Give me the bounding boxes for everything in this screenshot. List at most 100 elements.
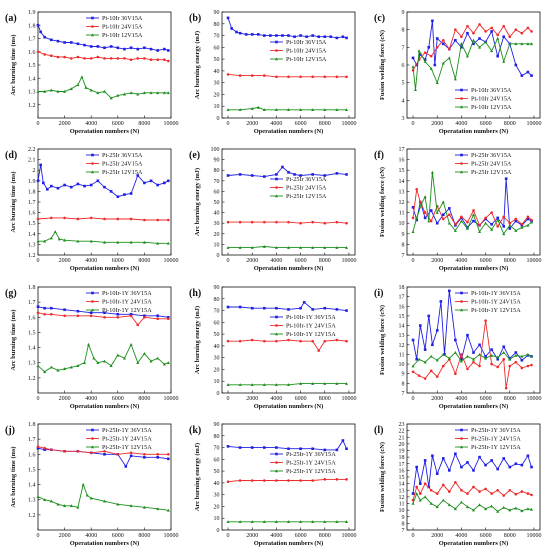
x-axis-label: Operatation numbers (N) — [439, 403, 509, 410]
data-point — [448, 207, 451, 210]
data-point — [427, 314, 431, 318]
x-tick-label: 10000 — [164, 533, 179, 539]
data-point — [460, 35, 463, 39]
data-point — [530, 74, 533, 77]
data-point — [448, 469, 451, 472]
data-point — [335, 108, 339, 112]
data-point — [250, 479, 254, 482]
data-point — [287, 447, 290, 451]
data-point — [415, 216, 419, 220]
data-point — [92, 356, 96, 360]
data-point — [311, 173, 314, 176]
legend-swatch-marker — [91, 437, 94, 440]
data-point — [238, 173, 242, 176]
data-point — [299, 75, 302, 79]
x-tick-label: 10000 — [526, 258, 541, 264]
data-point — [419, 53, 422, 56]
data-point — [123, 193, 126, 196]
y-tick-label: 1.5 — [28, 467, 36, 473]
data-point — [142, 240, 146, 244]
data-point — [484, 30, 487, 33]
data-point — [411, 206, 415, 209]
data-point — [490, 348, 493, 351]
y-tick-label: 17 — [399, 295, 405, 301]
data-point — [129, 451, 133, 455]
data-point — [238, 383, 242, 387]
data-point — [238, 245, 242, 249]
data-point — [311, 381, 315, 385]
legend-swatch-marker — [275, 57, 278, 61]
data-point — [453, 77, 457, 81]
chart-panel: 0 2000 4000 6000 8000 10000 1.2 1.3 1.4 1.5 1.6 1.7… — [5, 10, 179, 135]
y-tick-label: 80 — [214, 434, 220, 440]
data-point — [431, 343, 434, 347]
data-point — [335, 75, 339, 79]
x-tick-label: 2000 — [246, 258, 258, 264]
data-point — [335, 520, 339, 524]
data-point — [63, 314, 66, 318]
legend-label: Pt-10Ir 36V15A — [471, 87, 512, 94]
y-tick-label: 1.8 — [28, 422, 36, 428]
data-point — [263, 74, 266, 77]
x-tick-label: 8000 — [504, 533, 516, 539]
data-point — [429, 369, 433, 373]
data-point — [526, 42, 530, 46]
legend-label: Pt-25Ir 12V15A — [102, 169, 143, 176]
data-point — [287, 383, 290, 387]
data-point — [478, 503, 482, 507]
legend-swatch-marker — [91, 33, 94, 37]
x-tick-label: 4000 — [455, 533, 467, 539]
legend-swatch-marker — [460, 291, 463, 295]
legend-entry: Pt-10Ir-1Y 36V15A — [86, 290, 152, 297]
data-point — [520, 509, 524, 513]
data-point — [423, 58, 427, 61]
data-point — [89, 239, 93, 243]
data-point — [85, 493, 89, 497]
y-tick-label: 1.2 — [28, 376, 36, 382]
data-point — [345, 339, 348, 343]
data-point — [238, 305, 242, 309]
data-point — [43, 306, 46, 310]
data-point — [250, 306, 254, 310]
series-group — [226, 165, 348, 178]
data-point — [163, 58, 166, 61]
data-point — [129, 454, 133, 458]
legend-label: Pt-10Ir 24V15A — [102, 24, 143, 31]
data-point — [305, 35, 308, 39]
legend-entry: Pt-10Ir 36V15A — [86, 15, 143, 22]
x-axis-label: Operatation numbers (N) — [439, 128, 509, 135]
data-point — [166, 508, 170, 512]
data-point — [520, 354, 524, 358]
data-point — [514, 28, 518, 31]
series-group — [226, 478, 348, 484]
x-axis-label: Operatation numbers (N) — [70, 128, 140, 135]
data-point — [156, 456, 159, 459]
y-tick-label: 11 — [399, 502, 405, 508]
data-point — [36, 445, 40, 449]
data-point — [136, 47, 140, 51]
data-point — [490, 49, 494, 53]
data-point — [302, 301, 306, 304]
data-point — [103, 311, 106, 315]
data-point — [490, 211, 493, 214]
data-point — [504, 177, 508, 180]
data-point — [96, 179, 100, 183]
data-point — [109, 57, 113, 60]
y-tick-label: 22 — [399, 429, 405, 435]
data-point — [420, 202, 424, 206]
y-tick-label: 1.6 — [28, 452, 36, 458]
y-tick-label: 70 — [214, 179, 220, 185]
y-tick-label: 40 — [214, 211, 220, 217]
legend-swatch-marker — [275, 332, 278, 336]
legend-label: Pt-25Ir-1Y 12V15A — [286, 468, 336, 475]
legend-entry: Pt-25Ir 24V15A — [455, 161, 512, 168]
series-line — [37, 25, 169, 51]
legend-label: Pt-25Ir 24V15A — [102, 161, 143, 168]
data-point — [323, 245, 327, 249]
data-point — [129, 314, 133, 318]
data-point — [453, 229, 457, 232]
data-point — [238, 74, 242, 77]
data-point — [490, 459, 493, 462]
data-point — [238, 220, 242, 224]
y-tick-label: 10 — [214, 104, 220, 110]
